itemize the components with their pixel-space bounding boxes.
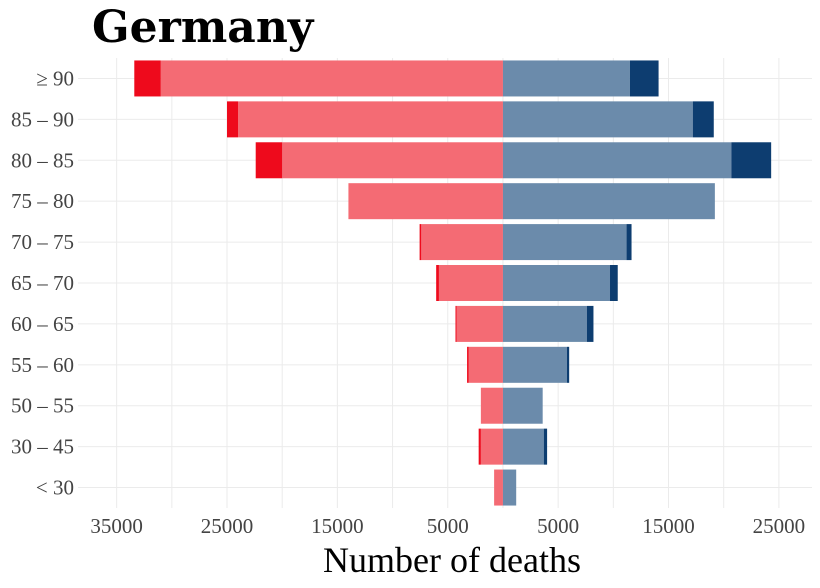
chart-title: Germany (92, 2, 315, 53)
y-tick-labels: < 30 30 – 45 50 – 55 55 – 60 60 – 65 65 – 70 7… (11, 66, 74, 499)
bar-right-extra (731, 142, 772, 179)
bar-right-extra (586, 305, 594, 342)
bar-left-base (456, 305, 503, 342)
bar-left-base (468, 346, 503, 383)
bar-right-base (502, 183, 715, 220)
bar-left-base (438, 265, 503, 301)
bar-right-base (502, 305, 587, 342)
bar-left-extra (467, 346, 469, 383)
bar-right-base (502, 346, 567, 383)
y-tick-label: 50 – 55 (11, 394, 74, 418)
bar-right-base (502, 142, 732, 179)
y-tick-label: 65 – 70 (11, 271, 74, 295)
y-tick-label: 70 – 75 (11, 230, 74, 254)
bar-left-base (421, 224, 503, 261)
bar-right-extra (566, 346, 570, 383)
x-tick-label: 25000 (753, 514, 806, 538)
y-tick-label: 75 – 80 (11, 189, 74, 213)
bar-right-extra (626, 224, 632, 261)
y-tick-label: 30 – 45 (11, 435, 74, 459)
y-tick-label: < 30 (36, 476, 74, 500)
bar-left-extra (419, 224, 422, 261)
bar-left-base (282, 142, 503, 179)
bar-left-extra (255, 142, 283, 179)
bar-right-extra (629, 60, 659, 97)
bar-right-base (502, 428, 544, 465)
bar-right-base (502, 60, 630, 97)
x-tick-label: 5000 (537, 514, 579, 538)
x-tick-labels: 35000 25000 15000 5000 5000 15000 25000 (90, 514, 805, 538)
y-tick-label: 80 – 85 (11, 148, 74, 172)
bar-left-extra (134, 60, 161, 97)
x-tick-label: 15000 (642, 514, 695, 538)
y-tick-label: 85 – 90 (11, 107, 74, 131)
bar-right-base (502, 469, 517, 506)
bar-left-base (160, 60, 503, 97)
bars (134, 60, 772, 506)
bar-left-extra (455, 305, 457, 342)
bar-right-base (502, 101, 693, 138)
x-tick-label: 35000 (90, 514, 143, 538)
x-tick-label: 25000 (201, 514, 254, 538)
bar-right-extra (692, 101, 714, 138)
bar-left-extra (436, 265, 439, 301)
bar-left-base (480, 428, 503, 465)
bar-right-base (502, 224, 627, 261)
y-tick-label: 60 – 65 (11, 312, 74, 336)
x-tick-label: 15000 (311, 514, 364, 538)
bar-right-base (502, 265, 611, 301)
bar-right-base (502, 387, 543, 424)
bar-left-base (348, 183, 503, 220)
bar-left-base (238, 101, 503, 138)
bar-left-extra (227, 101, 239, 138)
bar-right-extra (610, 265, 618, 301)
x-tick-label: 5000 (427, 514, 469, 538)
bar-right-extra (543, 428, 548, 465)
y-tick-label: ≥ 90 (36, 66, 74, 90)
y-tick-label: 55 – 60 (11, 353, 74, 377)
x-axis-label: Number of deaths (323, 540, 581, 580)
bar-left-base (480, 387, 503, 424)
bar-left-base (494, 469, 503, 506)
bar-left-extra (478, 428, 481, 465)
